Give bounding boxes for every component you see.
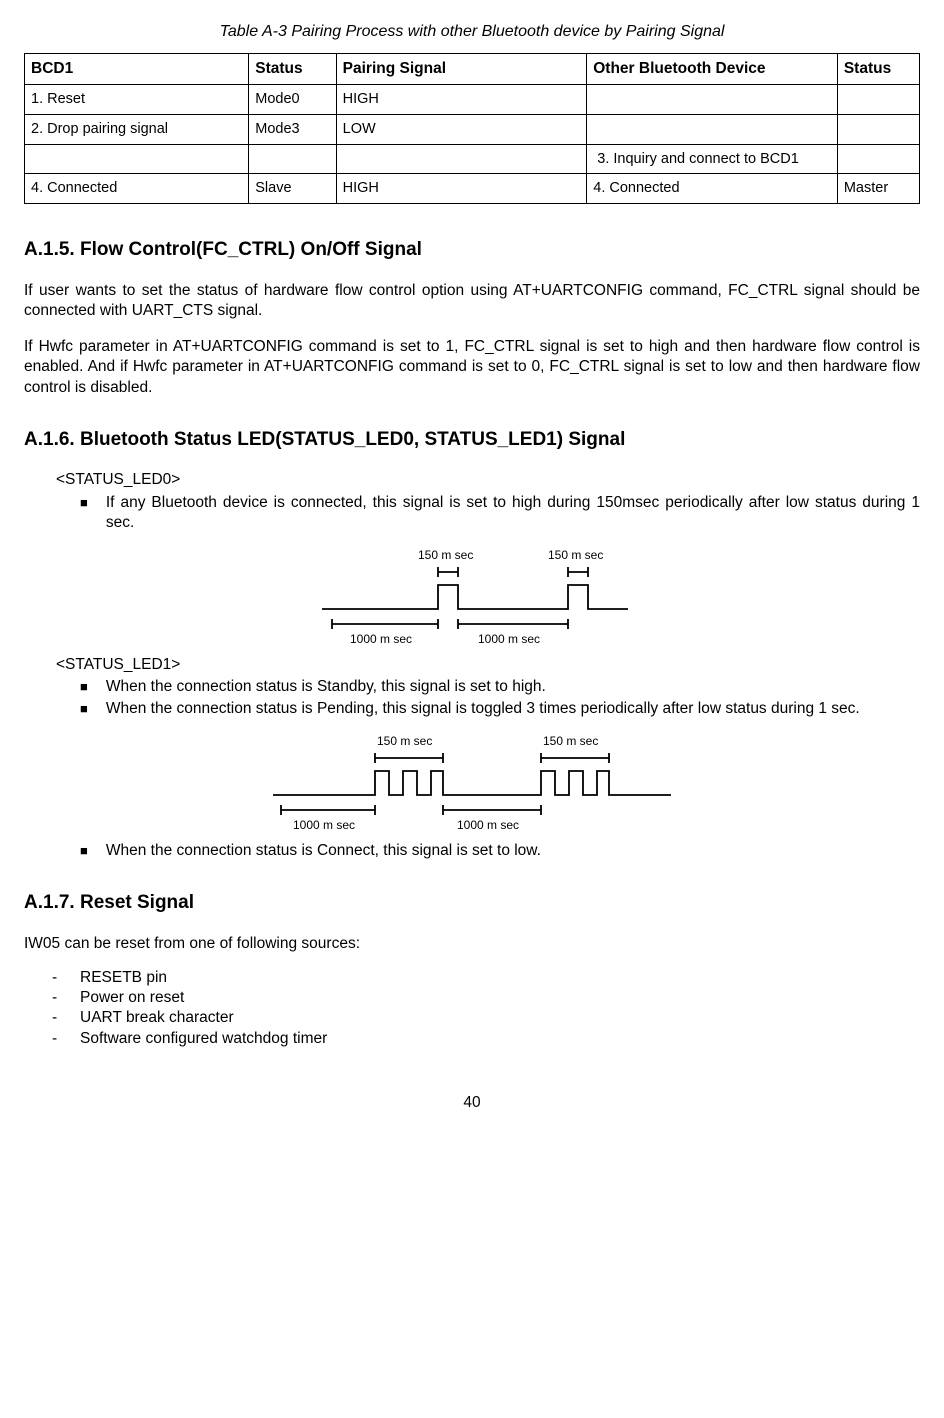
bullet-text: When the connection status is Pending, t… bbox=[106, 699, 920, 719]
paragraph: IW05 can be reset from one of following … bbox=[24, 934, 920, 954]
table-row: 1. Reset Mode0 HIGH bbox=[25, 84, 920, 114]
dash-icon: - bbox=[52, 968, 80, 988]
dash-text: Power on reset bbox=[80, 988, 184, 1008]
cell bbox=[587, 84, 838, 114]
list-item: - Power on reset bbox=[52, 988, 920, 1008]
list-item: - UART break character bbox=[52, 1008, 920, 1028]
square-bullet-icon: ■ bbox=[80, 699, 88, 719]
cell: 4. Connected bbox=[25, 174, 249, 204]
cell: Slave bbox=[249, 174, 336, 204]
paragraph: If user wants to set the status of hardw… bbox=[24, 281, 920, 321]
heading-a15: A.1.5. Flow Control(FC_CTRL) On/Off Sign… bbox=[24, 238, 920, 263]
cell bbox=[336, 144, 587, 174]
cell bbox=[837, 114, 919, 144]
cell: 4. Connected bbox=[587, 174, 838, 204]
led0-label: <STATUS_LED0> bbox=[56, 470, 920, 490]
diagram-label: 150 m sec bbox=[548, 548, 603, 562]
dash-icon: - bbox=[52, 1029, 80, 1049]
cell bbox=[837, 84, 919, 114]
cell: 1. Reset bbox=[25, 84, 249, 114]
th-status1: Status bbox=[249, 53, 336, 84]
diagram-label: 1000 m sec bbox=[478, 632, 540, 646]
list-item: - RESETB pin bbox=[52, 968, 920, 988]
dash-icon: - bbox=[52, 1008, 80, 1028]
list-item: ■ When the connection status is Connect,… bbox=[80, 841, 920, 861]
page-number: 40 bbox=[24, 1093, 920, 1113]
table-row: 2. Drop pairing signal Mode3 LOW bbox=[25, 114, 920, 144]
cell: HIGH bbox=[336, 84, 587, 114]
cell bbox=[249, 144, 336, 174]
led1-label: <STATUS_LED1> bbox=[56, 655, 920, 675]
cell: LOW bbox=[336, 114, 587, 144]
th-pairing: Pairing Signal bbox=[336, 53, 587, 84]
dash-text: RESETB pin bbox=[80, 968, 167, 988]
th-status2: Status bbox=[837, 53, 919, 84]
cell: HIGH bbox=[336, 174, 587, 204]
pairing-table: BCD1 Status Pairing Signal Other Bluetoo… bbox=[24, 53, 920, 205]
th-bcd1: BCD1 bbox=[25, 53, 249, 84]
timing-diagram-led1: 150 m sec 150 m sec 1000 m sec 1000 m se… bbox=[257, 725, 687, 835]
cell bbox=[837, 144, 919, 174]
cell: 2. Drop pairing signal bbox=[25, 114, 249, 144]
diagram-label: 1000 m sec bbox=[293, 818, 355, 832]
bullet-text: When the connection status is Connect, t… bbox=[106, 841, 920, 861]
heading-a17: A.1.7. Reset Signal bbox=[24, 891, 920, 916]
dash-text: Software configured watchdog timer bbox=[80, 1029, 327, 1049]
cell: Mode3 bbox=[249, 114, 336, 144]
list-item: - Software configured watchdog timer bbox=[52, 1029, 920, 1049]
diagram-label: 150 m sec bbox=[418, 548, 473, 562]
list-item: ■ When the connection status is Standby,… bbox=[80, 677, 920, 697]
cell bbox=[587, 114, 838, 144]
cell: Master bbox=[837, 174, 919, 204]
bullet-text: If any Bluetooth device is connected, th… bbox=[106, 493, 920, 533]
th-other: Other Bluetooth Device bbox=[587, 53, 838, 84]
timing-diagram-led0: 150 m sec 150 m sec 1000 m sec 1000 m se… bbox=[302, 539, 642, 649]
diagram-label: 150 m sec bbox=[543, 734, 598, 748]
dash-icon: - bbox=[52, 988, 80, 1008]
square-bullet-icon: ■ bbox=[80, 677, 88, 697]
dash-text: UART break character bbox=[80, 1008, 234, 1028]
bullet-text: When the connection status is Standby, t… bbox=[106, 677, 920, 697]
table-row: 4. Connected Slave HIGH 4. Connected Mas… bbox=[25, 174, 920, 204]
table-row: 3. Inquiry and connect to BCD1 bbox=[25, 144, 920, 174]
paragraph: If Hwfc parameter in AT+UARTCONFIG comma… bbox=[24, 337, 920, 397]
square-bullet-icon: ■ bbox=[80, 841, 88, 861]
diagram-label: 150 m sec bbox=[377, 734, 432, 748]
square-bullet-icon: ■ bbox=[80, 493, 88, 513]
cell: Mode0 bbox=[249, 84, 336, 114]
diagram-label: 1000 m sec bbox=[350, 632, 412, 646]
table-caption: Table A-3 Pairing Process with other Blu… bbox=[24, 22, 920, 43]
heading-a16: A.1.6. Bluetooth Status LED(STATUS_LED0,… bbox=[24, 428, 920, 453]
list-item: ■ If any Bluetooth device is connected, … bbox=[80, 493, 920, 533]
diagram-label: 1000 m sec bbox=[457, 818, 519, 832]
cell: 3. Inquiry and connect to BCD1 bbox=[587, 144, 838, 174]
list-item: ■ When the connection status is Pending,… bbox=[80, 699, 920, 719]
cell bbox=[25, 144, 249, 174]
